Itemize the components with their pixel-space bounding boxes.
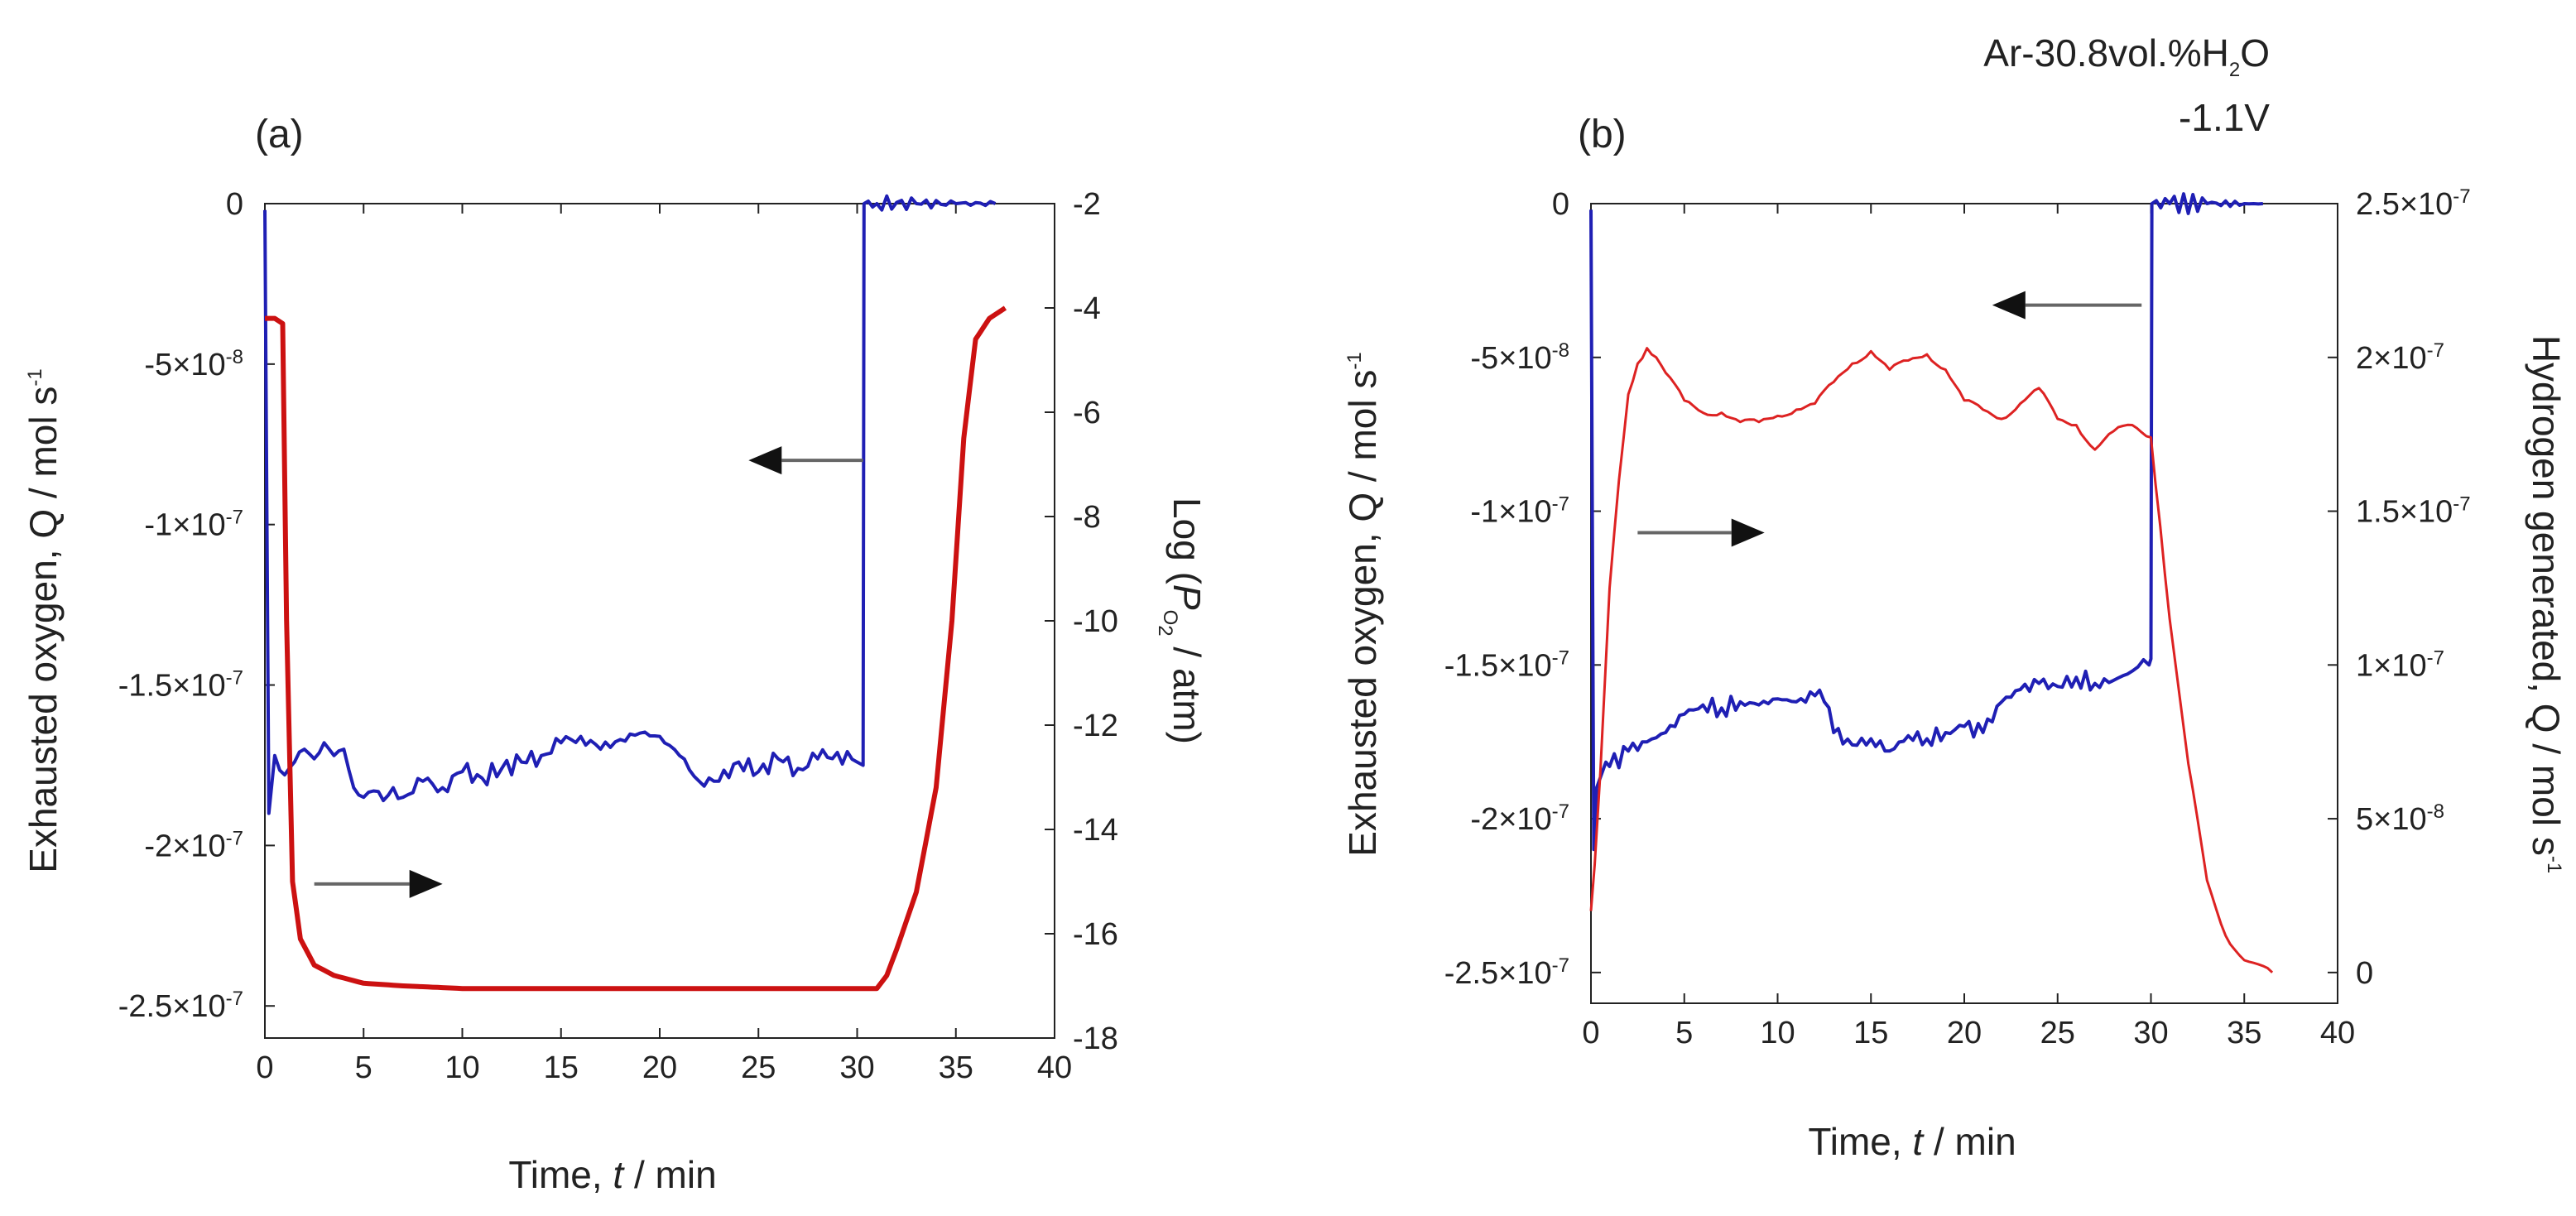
y-tick-label-right: -14 [1073,813,1118,848]
y-tick-label-left: -2.5×10-7 [1444,954,1569,991]
y-tick-label-left: -5×10-8 [1470,339,1569,376]
panel-b-x-axis-title: Time, t / min [1808,1120,2016,1163]
panel-b-plot-frame [1590,203,2338,1004]
panel-b-y-axis-title-left: Exhausted oxygen, Q / mol s-1 [1341,352,1384,856]
panel-b-series [1589,192,2274,973]
panel-a-plot-frame [264,203,1055,1039]
x-tick-label: 10 [445,1050,479,1085]
x-tick-label: 35 [939,1050,973,1085]
x-tick-label: 25 [2040,1016,2075,1050]
y-tick-label-right: -4 [1073,291,1101,326]
series-line-right [265,305,1007,992]
y-tick-label-left: -1×10-7 [144,507,243,543]
panel-b-x-ticks: 0 5 10 15 20 25 30 35 40 [1582,204,2355,1050]
y-tick-label-right: -10 [1073,604,1118,639]
panel-a-series [263,194,1007,992]
panel-a-x-ticks: 0 5 10 15 20 25 30 35 40 [256,204,1072,1085]
y-tick-label-left: -1×10-7 [1470,493,1569,530]
y-tick-label-left: -1.5×10-7 [1444,646,1569,683]
x-tick-label: 40 [2320,1016,2355,1050]
panel-b-y-ticks-right: 2.5×10-7 2×10-7 1.5×10-7 1×10-7 5×10-8 0 [2328,185,2471,991]
panel-a: (a) 0 5 10 15 20 25 30 35 40 0 -5×10-8 -1×10-7 -1.5… [22,113,1209,1196]
x-tick-label: 0 [256,1050,273,1085]
y-tick-label-right: -6 [1073,396,1101,430]
panel-b-y-ticks-left: 0 -5×10-8 -1×10-7 -1.5×10-7 -2×10-7 -2.5×10-7 [1444,187,1601,991]
y-tick-label-right: -2 [1073,187,1101,222]
series-line-left [1589,192,2263,852]
x-tick-label: 30 [839,1050,874,1085]
panel-b-arrows [1637,291,2142,547]
y-tick-label-right: 2.5×10-7 [2356,185,2471,222]
panel-a-arrows [314,446,863,898]
y-tick-label-left: -2×10-7 [1470,800,1569,837]
y-tick-label-right: 1.5×10-7 [2356,493,2471,530]
panel-a-y-axis-title-right: Log (PO2 / atm) [1154,497,1209,744]
series-line-right [1589,347,2274,973]
panel-b-y-axis-title-right: Hydrogen generated, Q / mol s-1 [2525,335,2568,873]
panel-b-label: (b) [1578,113,1627,156]
y-tick-label-right: -12 [1073,709,1118,743]
arrow-head-right [1731,518,1765,547]
arrow-head-right [409,869,443,898]
x-tick-label: 20 [1947,1016,1982,1050]
x-tick-label: 35 [2227,1016,2261,1050]
x-tick-label: 15 [544,1050,579,1085]
arrow-head-left [748,446,782,475]
x-tick-label: 0 [1582,1016,1599,1050]
panel-b-condition-gas: Ar-30.8vol.%H2O [1983,31,2270,81]
y-tick-label-right: -16 [1073,917,1118,952]
arrow-head-left [1992,291,2026,320]
panel-a-label: (a) [255,113,304,156]
series-line-left [263,194,997,815]
y-tick-label-left: 0 [226,187,243,222]
y-tick-label-right: 1×10-7 [2356,646,2444,683]
y-tick-label-right: -8 [1073,500,1101,535]
x-tick-label: 10 [1760,1016,1795,1050]
y-tick-label-right: 2×10-7 [2356,339,2444,376]
x-tick-label: 5 [1675,1016,1693,1050]
y-tick-label-left: -2.5×10-7 [118,988,243,1024]
x-tick-label: 30 [2133,1016,2168,1050]
x-tick-label: 20 [642,1050,677,1085]
x-tick-label: 25 [741,1050,776,1085]
panel-a-x-axis-title: Time, t / min [508,1153,716,1196]
y-tick-label-right: 0 [2356,956,2373,991]
y-tick-label-right: 5×10-8 [2356,800,2444,837]
x-tick-label: 15 [1853,1016,1888,1050]
y-tick-label-left: 0 [1552,187,1569,222]
y-tick-label-left: -5×10-8 [144,346,243,382]
y-tick-label-left: -2×10-7 [144,827,243,863]
panel-b: (b) Ar-30.8vol.%H2O -1.1V 0 5 10 15 20 25 30 35… [1341,31,2568,1163]
panel-a-y-ticks-right: -2 -4 -6 -8 -10 -12 -14 -16 -18 [1045,187,1118,1056]
panel-b-condition-voltage: -1.1V [2179,96,2270,139]
y-tick-label-right: -18 [1073,1021,1118,1056]
y-tick-label-left: -1.5×10-7 [118,667,243,704]
x-tick-label: 40 [1037,1050,1072,1085]
x-tick-label: 5 [355,1050,372,1085]
panel-a-y-axis-title-left: Exhausted oxygen, Q / mol s-1 [22,368,65,872]
panel-a-y-ticks-left: 0 -5×10-8 -1×10-7 -1.5×10-7 -2×10-7 -2.5×10-7 [118,187,275,1024]
